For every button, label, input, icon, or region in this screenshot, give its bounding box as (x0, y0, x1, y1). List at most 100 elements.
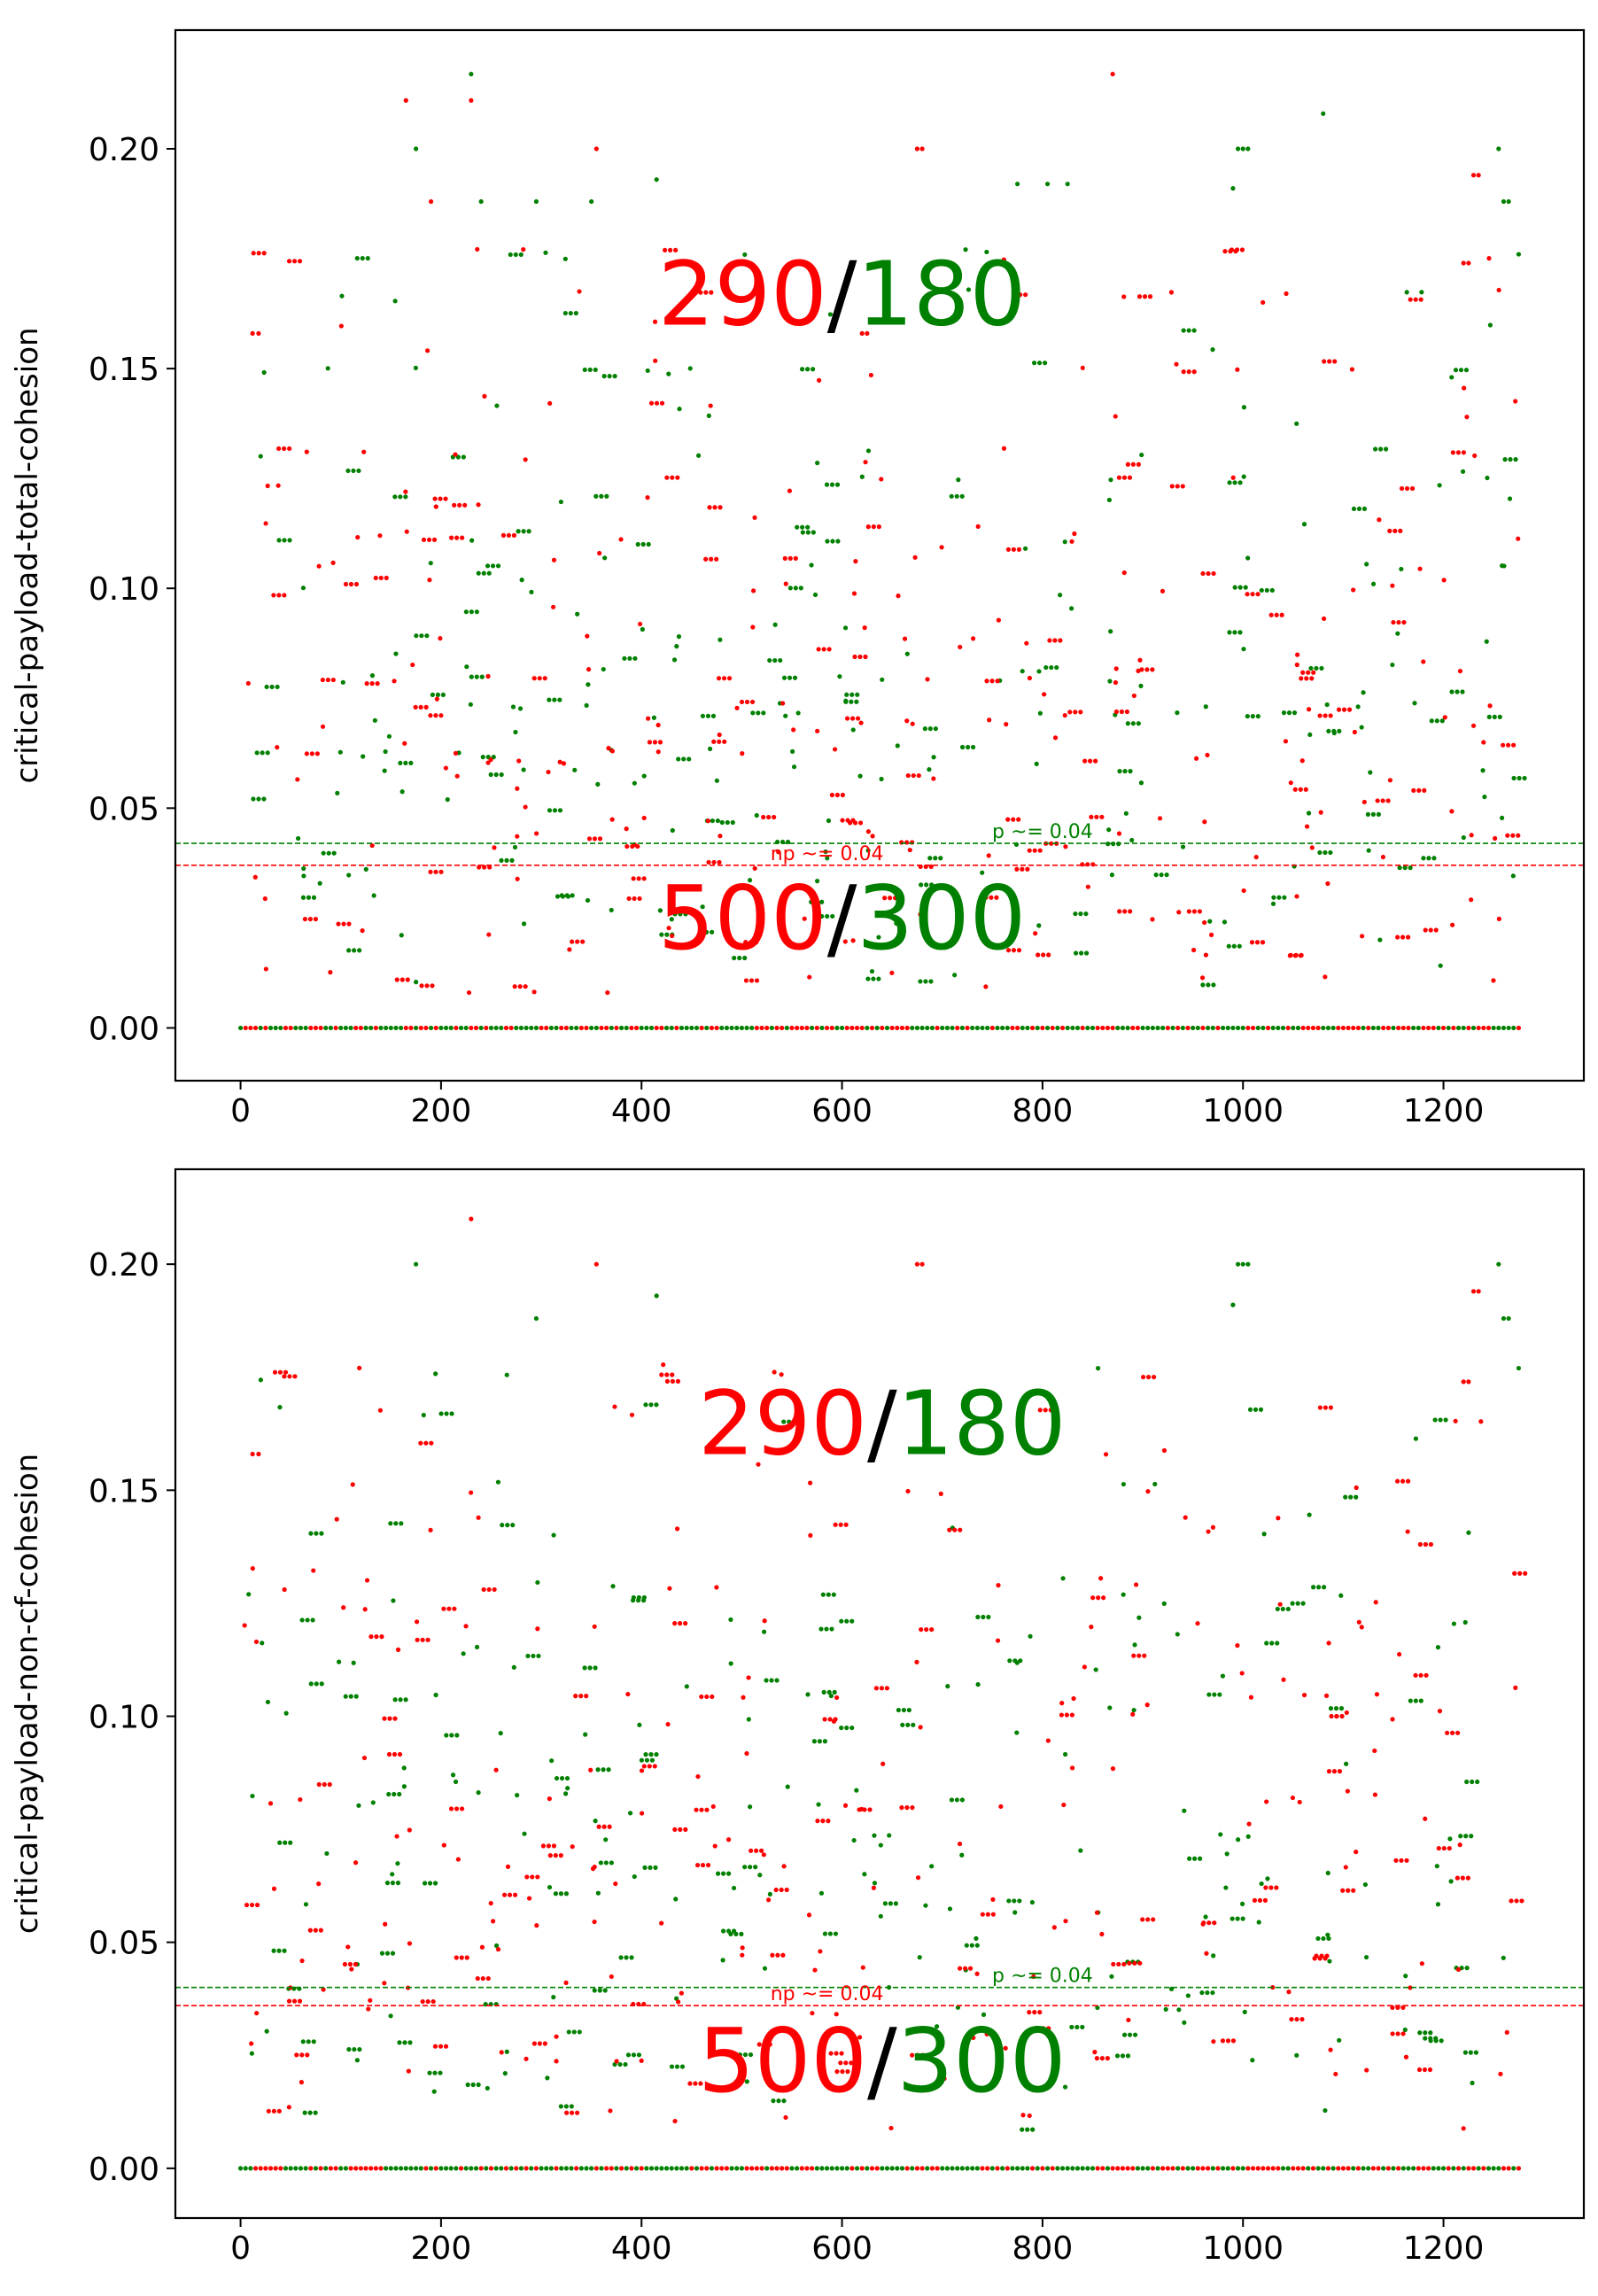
scatter-point-red (609, 749, 615, 754)
scatter-point-red (1339, 1713, 1345, 1719)
scatter-point-zero (1455, 1025, 1462, 1031)
scatter-point-red (486, 932, 492, 937)
scatter-point-red (397, 1751, 403, 1757)
scatter-point-red (569, 2110, 575, 2115)
scatter-point-green (601, 666, 606, 672)
scatter-point-green (565, 1786, 570, 1791)
scatter-point-zero (739, 2166, 744, 2171)
scatter-point-green (1258, 1407, 1264, 1412)
scatter-point-green (959, 1852, 965, 1858)
scatter-point-zero (454, 1025, 459, 1031)
scatter-point-green (1138, 780, 1144, 786)
scatter-point-red (1005, 817, 1011, 822)
scatter-point-green (1253, 1407, 1259, 1412)
scatter-point-red (808, 1532, 813, 1538)
scatter-point-red (641, 1764, 647, 1769)
scatter-point-red (646, 716, 651, 721)
scatter-point-red (419, 983, 424, 989)
scatter-point-green (679, 885, 684, 891)
scatter-point-red (1303, 787, 1308, 792)
scatter-point-red (1392, 528, 1398, 533)
scatter-point-zero (985, 2166, 990, 2171)
scatter-point-red (410, 662, 415, 668)
scatter-point-green (400, 789, 405, 795)
scatter-point-green (754, 812, 759, 818)
scatter-point-green (517, 706, 524, 711)
scatter-point-red (1136, 462, 1141, 467)
scatter-point-zero (935, 2166, 940, 2171)
scatter-point-green (531, 1653, 536, 1659)
scatter-point-zero (919, 2166, 925, 2171)
scatter-point-zero (789, 2166, 795, 2171)
scatter-point-green (1323, 849, 1328, 856)
scatter-point-red (640, 1811, 645, 1816)
scatter-point-red (609, 1974, 614, 1980)
scatter-point-green (683, 911, 688, 917)
scatter-point-red (414, 1619, 420, 1625)
scatter-point-red (1144, 1703, 1150, 1708)
scatter-point-green (1428, 2038, 1433, 2044)
scatter-point-green (865, 448, 872, 454)
scatter-point-zero (318, 2166, 323, 2171)
scatter-point-green (742, 2052, 749, 2058)
scatter-point-red (1110, 1766, 1116, 1772)
scatter-point-red (668, 247, 673, 253)
scatter-point-red (693, 2081, 698, 2086)
scatter-point-green (1265, 1876, 1270, 1881)
scatter-point-zero (578, 2166, 584, 2171)
scatter-point-zero (780, 1025, 785, 1031)
scatter-point-green (928, 979, 934, 984)
scatter-point-zero (328, 1025, 334, 1031)
scatter-point-zero (414, 2166, 419, 2171)
scatter-point-green (1418, 1698, 1423, 1703)
scatter-point-zero (1511, 2166, 1517, 2171)
scatter-point-green (1315, 1935, 1321, 1942)
scatter-point-green (1020, 2127, 1025, 2132)
scatter-point-red (515, 876, 520, 881)
scatter-point-zero (644, 1025, 649, 1031)
scatter-point-red (1398, 528, 1403, 533)
x-tick-label: 1200 (1403, 1093, 1485, 1129)
scatter-point-green (923, 979, 928, 984)
scatter-point-green (388, 2013, 393, 2019)
scatter-point-red (1390, 1717, 1395, 1722)
scatter-point-green (1432, 1417, 1438, 1423)
scatter-point-green (407, 2040, 413, 2045)
scatter-point-green (893, 1901, 898, 1906)
y-tick-label: 0.05 (89, 791, 159, 827)
scatter-point-zero (1361, 2166, 1366, 2171)
scatter-point-red (994, 895, 999, 900)
scatter-point-green (1458, 1834, 1463, 1839)
scatter-point-red (810, 2011, 815, 2016)
scatter-point-green (562, 310, 568, 316)
scatter-point-red (1447, 1845, 1452, 1851)
scatter-point-zero (1000, 1025, 1005, 1031)
scatter-point-red (516, 758, 522, 764)
scatter-point-zero (744, 2166, 749, 2171)
scatter-point-red (1031, 1974, 1036, 1980)
scatter-point-green (1017, 1898, 1022, 1904)
scatter-point-red (772, 814, 777, 820)
scatter-point-red (822, 1717, 827, 1722)
scatter-point-zero (1005, 1025, 1010, 1031)
scatter-point-zero (919, 1025, 925, 1031)
scatter-point-green (918, 979, 923, 984)
scatter-point-red (756, 1462, 761, 1467)
scatter-point-zero (940, 2166, 945, 2171)
scatter-point-zero (1370, 2166, 1376, 2171)
scatter-point-green (1269, 1641, 1275, 1646)
scatter-point-red (592, 836, 598, 842)
scatter-point-red (592, 1919, 597, 1925)
scatter-point-red (334, 1516, 339, 1522)
scatter-point-zero (1481, 1025, 1486, 1031)
scatter-point-zero (273, 1025, 278, 1031)
scatter-point-red (428, 869, 433, 874)
scatter-point-green (1029, 1899, 1035, 1905)
scatter-point-green (536, 1653, 541, 1659)
scatter-point-zero (940, 1025, 945, 1031)
scatter-point-red (1093, 758, 1098, 764)
scatter-point-green (560, 894, 566, 899)
scatter-point-green (438, 1411, 444, 1416)
scatter-point-red (1299, 758, 1305, 764)
scatter-point-red (776, 849, 781, 855)
